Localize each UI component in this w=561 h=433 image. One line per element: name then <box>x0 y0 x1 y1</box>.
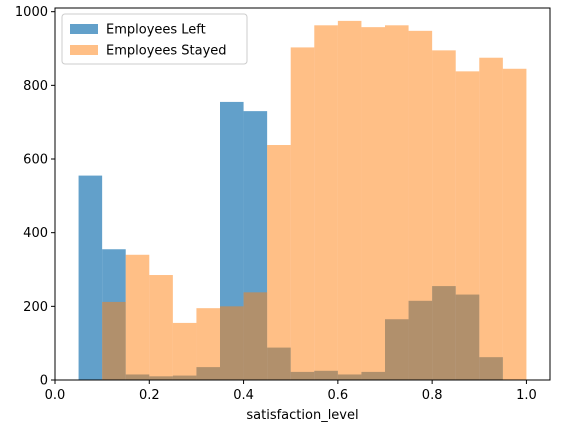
legend-label: Employees Stayed <box>106 44 227 59</box>
x-tick-label: 0.6 <box>328 388 349 403</box>
histogram-bar <box>220 306 244 380</box>
histogram-bar <box>502 68 527 380</box>
x-tick-label: 0.0 <box>45 388 66 403</box>
x-tick-label: 1.0 <box>516 388 537 403</box>
x-tick-label: 0.8 <box>422 388 443 403</box>
y-tick-label: 1000 <box>15 5 48 20</box>
x-axis-label: satisfaction_level <box>246 408 358 423</box>
histogram-bar <box>432 50 456 380</box>
histogram-bar <box>149 275 173 380</box>
y-tick-label: 800 <box>23 79 48 94</box>
histogram-bar <box>314 25 338 381</box>
histogram-bar <box>479 57 503 380</box>
y-tick-label: 0 <box>40 374 48 389</box>
histogram-bar <box>102 301 126 380</box>
histogram-bar <box>172 322 197 380</box>
axes-frame <box>54 7 551 381</box>
series-employees-stayed <box>102 20 527 381</box>
histogram-bar <box>267 145 291 380</box>
y-tick-label: 600 <box>23 153 48 168</box>
histogram-bar <box>361 27 385 381</box>
histogram-bar <box>125 254 150 380</box>
histogram-bar <box>408 30 433 381</box>
legend-swatch <box>70 24 98 34</box>
histogram-bar <box>385 25 409 381</box>
y-axis-ticks: 0 200 400 600 800 1000 <box>15 5 55 389</box>
legend-box <box>61 13 248 65</box>
x-tick-label: 0.4 <box>233 388 254 403</box>
histogram-bar <box>196 308 220 380</box>
histogram-bar <box>290 47 315 380</box>
histogram-bar <box>455 71 480 380</box>
y-tick-label: 400 <box>23 226 48 241</box>
x-axis-ticks: 0.0 0.2 0.4 0.6 0.8 1.0 <box>45 380 537 403</box>
histogram-bar <box>78 175 103 380</box>
legend-label: Employees Left <box>106 23 206 38</box>
legend: Employees Left Employees Stayed <box>61 13 248 65</box>
histogram-bar <box>337 20 362 381</box>
x-tick-label: 0.2 <box>139 388 160 403</box>
histogram-bar <box>243 292 268 380</box>
y-tick-label: 200 <box>23 300 48 315</box>
legend-swatch <box>70 45 98 55</box>
histogram-bars <box>78 20 527 381</box>
